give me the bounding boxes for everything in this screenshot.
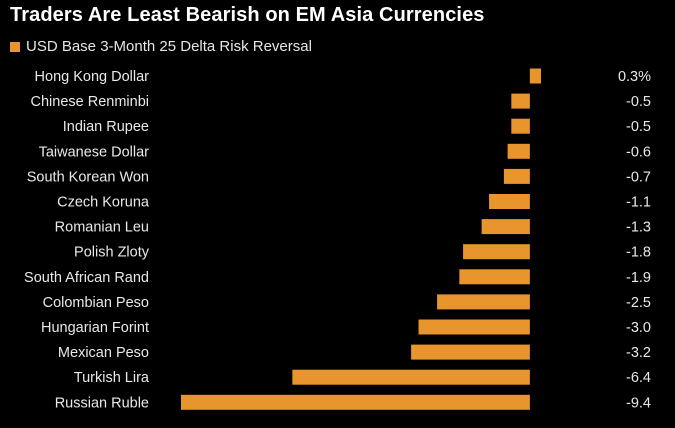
bar	[529, 68, 541, 84]
category-label: Mexican Peso	[58, 345, 149, 361]
legend: USD Base 3-Month 25 Delta Risk Reversal	[10, 38, 312, 55]
category-label: Polish Zloty	[74, 245, 150, 261]
category-label: Hungarian Forint	[41, 320, 149, 336]
bar	[511, 93, 530, 109]
category-label: Indian Rupee	[63, 119, 149, 135]
value-label: -1.8	[626, 245, 651, 261]
bar	[511, 118, 530, 134]
category-label: South African Rand	[24, 270, 149, 286]
bar	[437, 294, 530, 310]
value-label: -0.7	[626, 169, 651, 185]
bar	[292, 369, 530, 385]
bar	[459, 269, 530, 285]
value-label: -9.4	[626, 395, 651, 411]
bar	[418, 319, 530, 335]
category-label: Czech Koruna	[57, 195, 150, 211]
value-label: -1.3	[626, 220, 651, 236]
category-label: Turkish Lira	[74, 370, 150, 386]
bar	[507, 143, 530, 159]
category-label: Romanian Leu	[55, 220, 149, 236]
category-label: Chinese Renminbi	[31, 94, 149, 110]
category-label: Colombian Peso	[43, 295, 149, 311]
bar	[181, 394, 530, 410]
category-label: Russian Ruble	[55, 395, 149, 411]
bar	[411, 344, 530, 360]
category-label: South Korean Won	[27, 169, 149, 185]
legend-swatch	[10, 41, 20, 52]
value-label: -0.5	[626, 119, 651, 135]
value-label: -1.9	[626, 270, 651, 286]
value-label: -3.0	[626, 320, 651, 336]
bar	[503, 168, 530, 184]
value-label: 0.3%	[618, 69, 651, 85]
value-label: -6.4	[626, 370, 651, 386]
category-label: Hong Kong Dollar	[35, 69, 150, 85]
bar	[463, 244, 530, 260]
value-label: -0.5	[626, 94, 651, 110]
legend-label: USD Base 3-Month 25 Delta Risk Reversal	[26, 38, 312, 55]
bar	[489, 194, 530, 209]
value-label: -2.5	[626, 295, 651, 311]
value-label: -1.1	[626, 195, 651, 211]
value-label: -3.2	[626, 345, 651, 361]
chart-title: Traders Are Least Bearish on EM Asia Cur…	[10, 4, 485, 26]
bar	[481, 219, 530, 235]
category-label: Taiwanese Dollar	[39, 144, 150, 160]
value-label: -0.6	[626, 144, 651, 160]
